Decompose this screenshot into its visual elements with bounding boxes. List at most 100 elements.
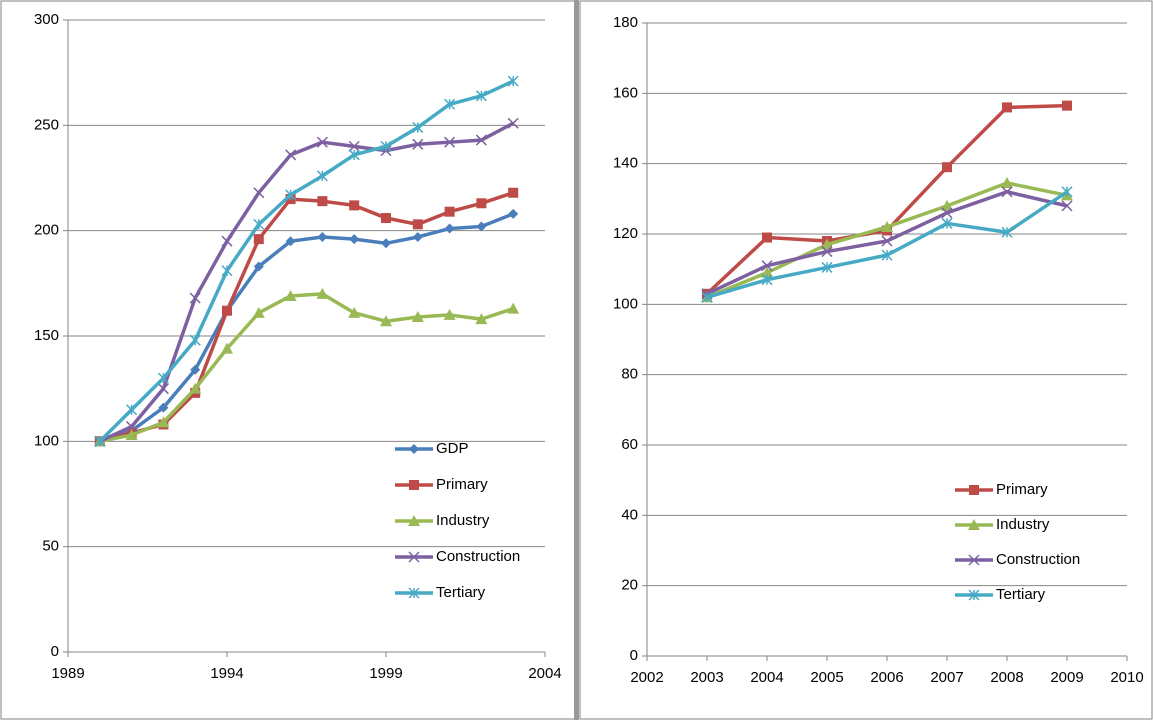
marker (253, 218, 265, 230)
marker (508, 208, 519, 219)
marker (475, 313, 488, 325)
marker (189, 292, 201, 304)
y-tick-label: 250 (34, 116, 59, 133)
marker (316, 136, 328, 148)
x-tick-label: 1999 (369, 665, 402, 682)
panel-border (579, 0, 1153, 720)
legend-marker (968, 554, 980, 566)
y-tick-label: 0 (51, 643, 59, 660)
marker (1001, 177, 1013, 189)
y-tick-label: 60 (621, 436, 638, 453)
marker (94, 435, 106, 447)
x-tick-label: 1994 (210, 665, 243, 682)
x-tick-label: 2003 (690, 669, 723, 686)
marker (1061, 186, 1073, 198)
y-tick-label: 140 (613, 155, 638, 172)
marker (158, 402, 169, 413)
legend-label: Construction (996, 551, 1080, 568)
legend-label: Primary (996, 481, 1048, 498)
marker (157, 383, 169, 395)
y-tick-label: 0 (630, 647, 638, 664)
y-tick-label: 180 (613, 14, 638, 31)
series-line (99, 292, 514, 444)
marker (507, 117, 519, 129)
legend-label: Tertiary (436, 584, 486, 601)
marker (190, 364, 201, 375)
y-tick-label: 80 (621, 366, 638, 383)
legend-marker (968, 519, 980, 530)
marker (317, 196, 328, 207)
y-tick-label: 50 (42, 538, 59, 555)
marker (221, 235, 233, 247)
marker (252, 306, 265, 318)
marker (475, 134, 487, 146)
marker (381, 213, 391, 224)
legend-label: Industry (996, 516, 1050, 533)
legend-marker (408, 551, 420, 563)
marker (253, 234, 264, 245)
legend-marker (969, 485, 979, 495)
marker (444, 223, 455, 234)
marker (348, 306, 361, 318)
marker (316, 170, 328, 182)
y-tick-label: 300 (34, 11, 59, 28)
legend-label: Primary (436, 476, 488, 493)
marker (761, 260, 773, 272)
y-tick-label: 150 (34, 327, 59, 344)
series-line (99, 121, 515, 443)
x-tick-label: 2004 (750, 669, 783, 686)
marker (475, 90, 487, 102)
marker (348, 149, 360, 161)
marker (381, 238, 391, 249)
x-tick-label: 2009 (1050, 669, 1083, 686)
y-tick-label: 160 (613, 84, 638, 101)
series-line (98, 79, 514, 443)
marker (284, 289, 297, 301)
x-tick-label: 2005 (810, 669, 843, 686)
marker (701, 291, 713, 303)
legend-label: GDP (436, 440, 469, 457)
marker (444, 206, 455, 217)
marker (881, 220, 893, 232)
legend-marker (408, 587, 420, 599)
marker (1061, 200, 1073, 212)
marker (348, 140, 360, 152)
legend-marker (409, 444, 419, 454)
marker (444, 98, 456, 110)
legend-label: Industry (436, 512, 490, 529)
legend-marker (409, 480, 419, 490)
marker (157, 416, 170, 428)
y-tick-label: 20 (621, 577, 638, 594)
marker (881, 249, 893, 261)
marker (941, 199, 953, 211)
marker (821, 246, 833, 258)
x-tick-label: 2002 (630, 669, 663, 686)
marker (285, 149, 297, 161)
marker (285, 236, 296, 247)
marker (507, 302, 520, 314)
marker (125, 429, 138, 441)
marker (761, 274, 773, 286)
marker (881, 235, 893, 247)
marker (942, 162, 952, 173)
marker (285, 189, 297, 201)
marker (126, 404, 138, 416)
marker (508, 187, 519, 198)
x-tick-label: 2004 (528, 665, 561, 682)
y-tick-label: 40 (621, 506, 638, 523)
divider (574, 0, 579, 720)
marker (476, 221, 487, 232)
marker (941, 217, 953, 229)
marker (443, 308, 456, 320)
series-line (99, 212, 514, 443)
x-tick-label: 2010 (1110, 669, 1143, 686)
series-line (705, 103, 1068, 296)
marker (1002, 102, 1012, 113)
marker (1001, 186, 1013, 198)
marker (821, 238, 833, 250)
y-tick-label: 100 (34, 432, 59, 449)
y-tick-label: 200 (34, 222, 59, 239)
marker (762, 232, 772, 243)
marker (349, 200, 360, 211)
